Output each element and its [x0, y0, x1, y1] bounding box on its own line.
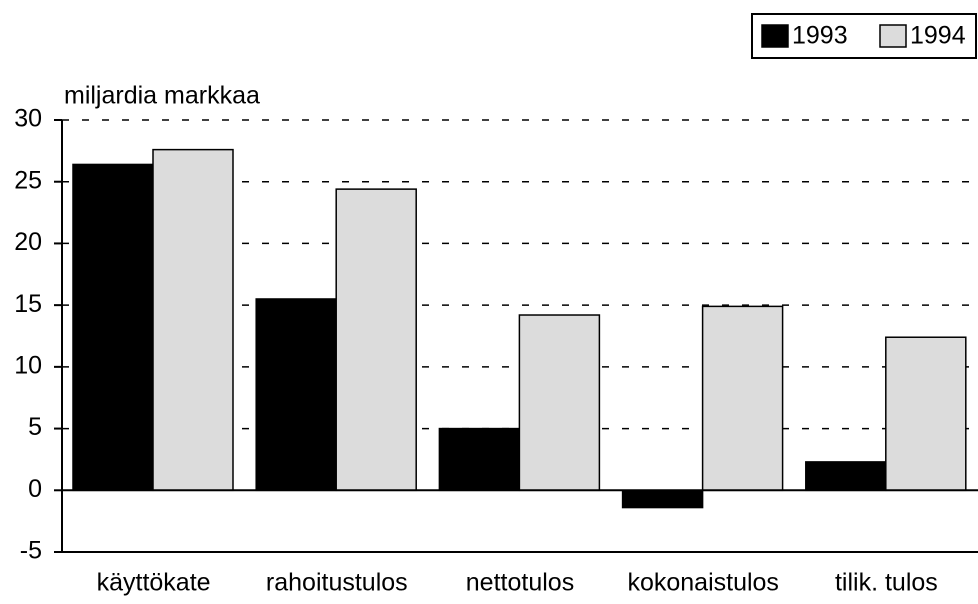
x-tick-label: kokonaistulos	[627, 569, 778, 597]
y-tick-label: 0	[28, 475, 42, 503]
y-tick-label: -5	[20, 537, 42, 565]
x-tick-label: rahoitustulos	[266, 569, 408, 597]
bar	[621, 489, 704, 509]
y-tick-label: 20	[14, 228, 42, 256]
y-tick-label: 30	[14, 105, 42, 133]
bar	[438, 427, 521, 492]
bar	[72, 163, 154, 492]
bar	[518, 314, 601, 492]
x-tick-label: nettotulos	[466, 569, 574, 597]
x-tick-label: käyttökate	[97, 569, 211, 597]
y-tick-label: 5	[28, 413, 42, 441]
x-tick-label: tilik. tulos	[835, 569, 938, 597]
bar	[701, 305, 784, 492]
bar	[152, 148, 234, 492]
legend-label: 1993	[792, 22, 848, 50]
legend-label: 1994	[910, 22, 966, 50]
legend-swatch	[761, 24, 789, 48]
bar	[335, 188, 417, 492]
bar	[805, 461, 887, 492]
legend-box	[751, 13, 977, 59]
y-axis-label: miljardia markkaa	[64, 82, 260, 110]
y-tick-label: 25	[14, 166, 42, 194]
bar	[885, 336, 967, 492]
y-tick-label: 15	[14, 290, 42, 318]
bar	[255, 298, 337, 492]
legend-swatch	[879, 24, 907, 48]
y-tick-label: 10	[14, 351, 42, 379]
